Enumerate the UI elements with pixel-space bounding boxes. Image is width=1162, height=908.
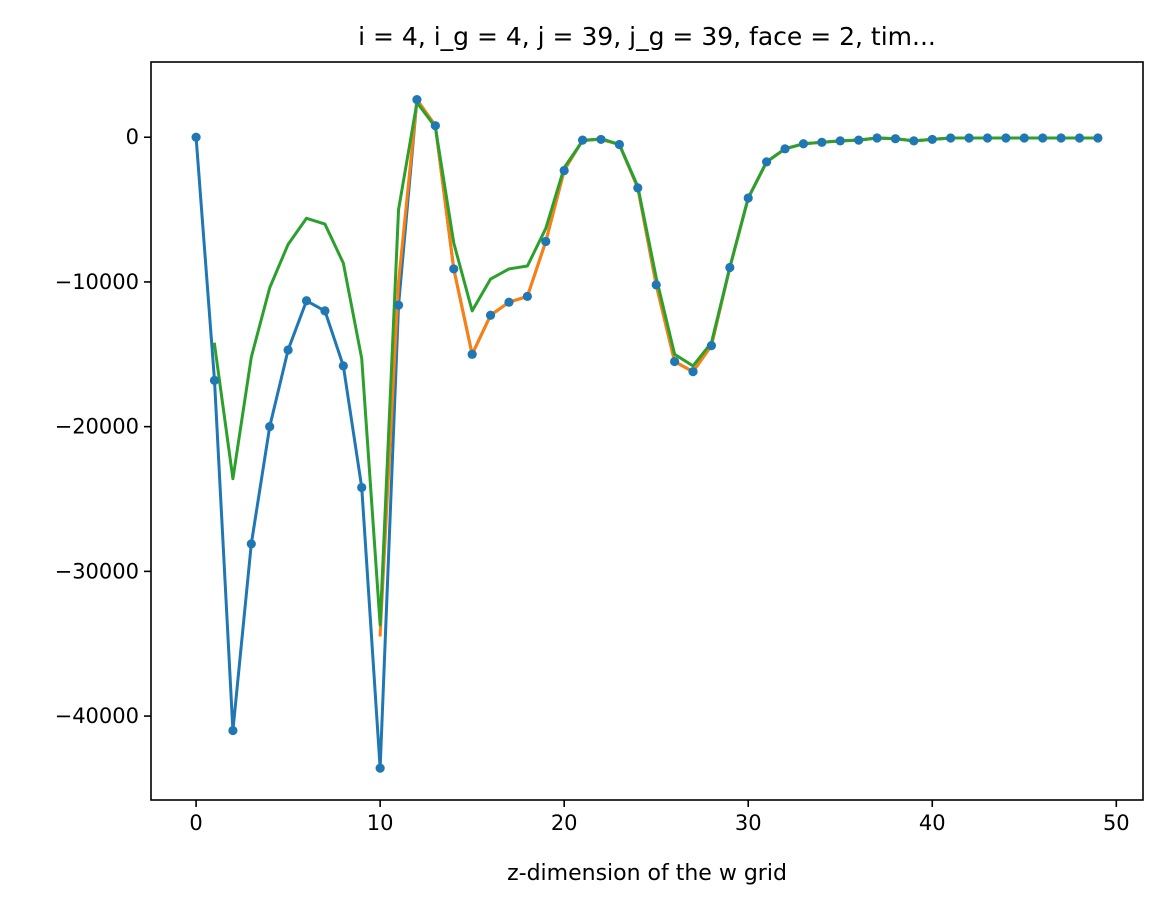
x-tick-label: 40: [919, 811, 946, 835]
series-0-point: [688, 367, 698, 377]
series-0-point: [430, 121, 440, 131]
series-0-point: [191, 132, 201, 142]
y-tick-label: −20000: [55, 415, 139, 439]
series-0-point: [375, 763, 385, 773]
series-0-point: [762, 157, 772, 167]
series-0-point: [559, 165, 569, 176]
series-0-point: [1093, 133, 1103, 143]
x-axis-label: z-dimension of the w grid: [507, 861, 787, 886]
x-tick-label: 50: [1103, 811, 1130, 835]
series-0-point: [228, 725, 238, 736]
series-0-point: [982, 133, 993, 143]
series-0-point: [357, 482, 367, 493]
series-0-point: [485, 310, 496, 320]
series-0-point: [614, 139, 624, 150]
series-0-point: [541, 236, 551, 247]
x-tick-label: 20: [551, 811, 578, 835]
series-0-point: [909, 136, 919, 146]
y-tick-label: −10000: [55, 270, 139, 294]
series-0-point: [577, 135, 588, 145]
series-0-point: [246, 539, 256, 549]
series-0-point: [1056, 133, 1066, 143]
series-0-point: [817, 137, 827, 147]
series-0-point: [633, 183, 643, 193]
series-0-point: [890, 134, 901, 144]
series-0-point: [706, 341, 717, 351]
series-0-point: [320, 306, 330, 316]
series-0-point: [1074, 133, 1085, 143]
series-0-point: [872, 133, 882, 143]
x-tick-label: 10: [367, 811, 394, 835]
series-0-point: [412, 95, 422, 105]
series-0-point: [301, 296, 312, 306]
series-0-point: [835, 136, 845, 146]
series-0-point: [265, 422, 275, 432]
series-0-point: [927, 134, 937, 145]
series-0-point: [798, 139, 809, 149]
x-tick-label: 0: [189, 811, 202, 835]
chart-title: i = 4, i_g = 4, j = 39, j_g = 39, face =…: [358, 22, 936, 51]
series-0-point: [651, 280, 661, 290]
series-0-point: [283, 345, 293, 355]
series-0-point: [854, 135, 864, 145]
series-layer: [191, 95, 1103, 773]
series-0-point: [338, 361, 348, 371]
series-0-point: [946, 133, 956, 143]
series-0-point: [522, 291, 532, 302]
y-tick-label: −40000: [55, 704, 139, 728]
plot-frame: [150, 61, 1144, 801]
series-0-point: [596, 134, 606, 145]
series-0-point: [467, 349, 477, 359]
y-tick-label: −30000: [55, 559, 139, 583]
series-0-point: [393, 300, 404, 310]
series-0-point: [725, 262, 735, 273]
series-0-point: [1019, 133, 1029, 143]
series-0-point: [670, 356, 680, 367]
series-0-point: [1001, 133, 1011, 143]
series-0-point: [209, 375, 220, 385]
series-0-point: [743, 193, 753, 203]
axes-layer: 0 10 20 30 40 50 0 −10000 −20000 −30000 −40000: [55, 125, 1130, 835]
series-0-point: [1038, 133, 1048, 143]
y-tick-label: 0: [126, 125, 139, 149]
x-tick-label: 30: [735, 811, 762, 835]
series-0-point: [449, 264, 459, 274]
series-0-point: [504, 297, 514, 307]
series-0-point: [964, 133, 974, 143]
series-0-point: [780, 144, 790, 154]
